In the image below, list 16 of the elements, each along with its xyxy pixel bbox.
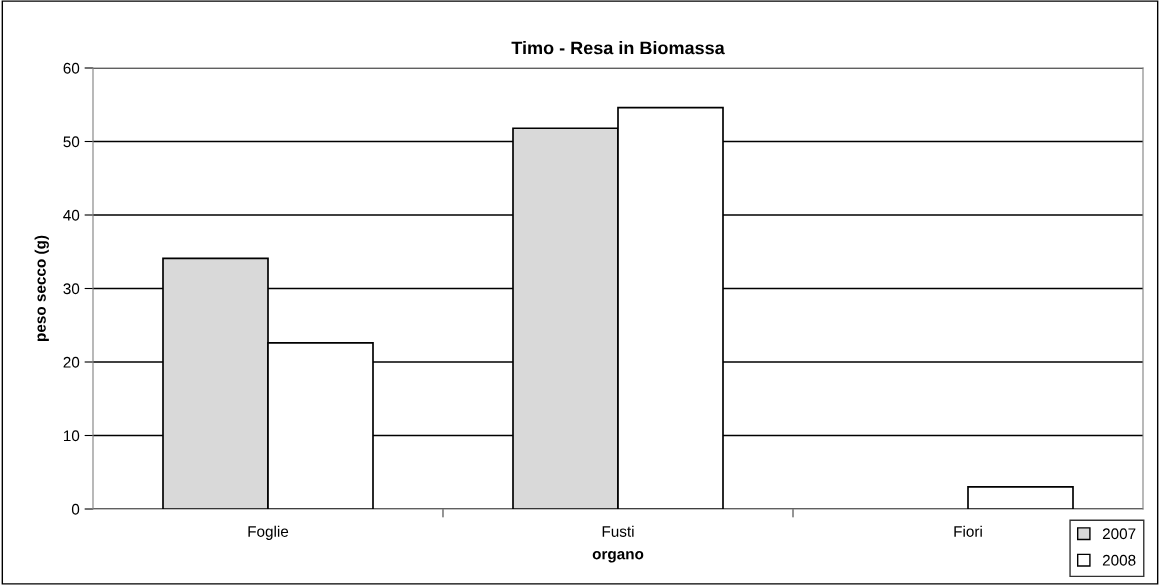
y-tick-label: 10 <box>63 430 80 442</box>
y-tick-label: 20 <box>63 356 80 368</box>
y-tick-label: 60 <box>63 62 80 74</box>
bar <box>967 486 1074 509</box>
y-tick-label: 40 <box>63 209 80 221</box>
x-tick-label: Fusti <box>602 525 634 537</box>
legend-label: 2007 <box>1102 528 1136 540</box>
y-tick-label: 0 <box>71 503 80 515</box>
x-axis-title: organo <box>592 551 644 563</box>
y-tick-label: 50 <box>63 136 80 148</box>
y-tick-label: 30 <box>63 283 80 295</box>
chart-title: Timo - Resa in Biomassa <box>511 41 725 55</box>
x-tick-label: Fiori <box>954 525 982 537</box>
legend-label: 2008 <box>1102 554 1136 566</box>
y-axis-title: peso secco (g) <box>34 235 49 341</box>
x-tick-label: Foglie <box>248 525 289 540</box>
